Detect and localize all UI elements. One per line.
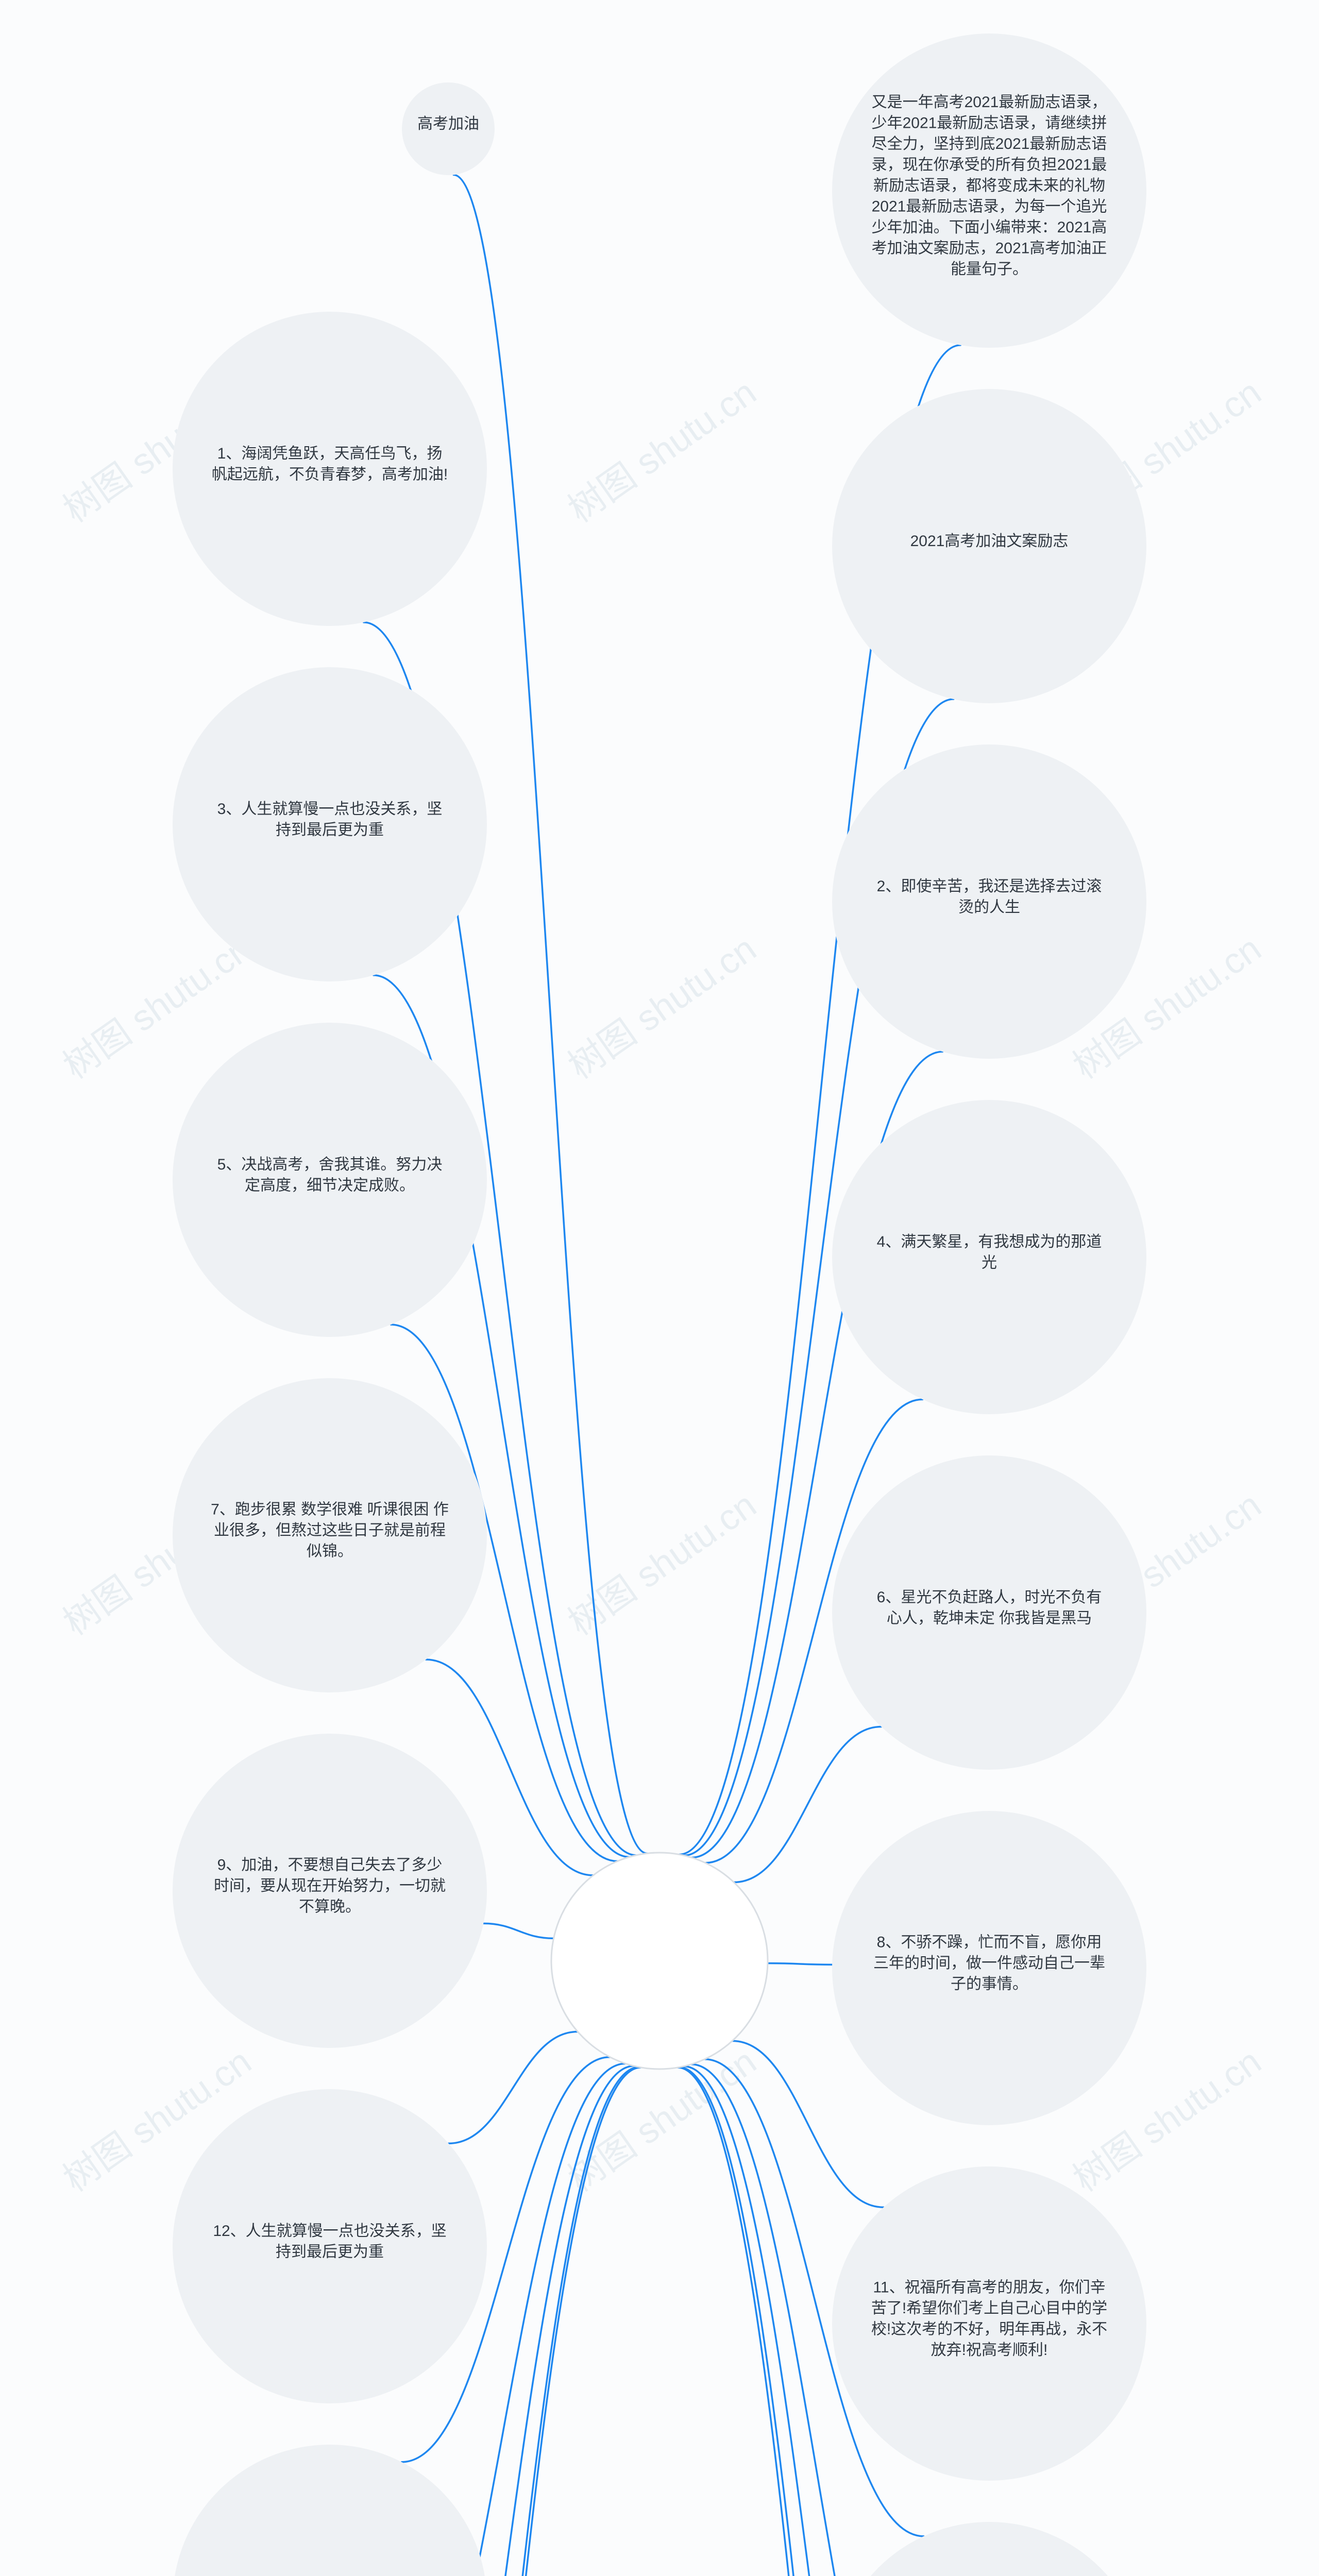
- node-top-small: 高考加油: [402, 82, 495, 175]
- node-top-small-label: 高考加油: [417, 115, 479, 132]
- node-left-5: 12、人生就算慢一点也没关系，坚持到最后更为重: [173, 2089, 487, 2403]
- node-left-2: 5、决战高考，舍我其谁。努力决定高度，细节决定成败。: [173, 1023, 487, 1337]
- node-right-1-label: 2021高考加油文案励志: [910, 533, 1069, 550]
- edge: [449, 2031, 578, 2143]
- node-left-3: 7、跑步很累 数学很难 听课很困 作业很多，但熬过这些日子就是前程似锦。: [173, 1378, 487, 1692]
- node-right-0-label: 又是一年高考2021最新励志语录，少年2021最新励志语录，请继续拼尽全力，坚持…: [872, 94, 1107, 278]
- node-right-6: 11、祝福所有高考的朋友，你们辛苦了!希望你们考上自己心目中的学校!这次考的不好…: [832, 2166, 1146, 2481]
- center-node: [551, 1853, 768, 2069]
- node-right-1: 2021高考加油文案励志: [832, 389, 1146, 703]
- node-right-0: 又是一年高考2021最新励志语录，少年2021最新励志语录，请继续拼尽全力，坚持…: [832, 33, 1146, 348]
- edge: [768, 1963, 832, 1965]
- edge: [483, 1923, 553, 1938]
- node-right-3: 4、满天繁星，有我想成为的那道光: [832, 1100, 1146, 1414]
- edge: [732, 2041, 884, 2207]
- edge: [734, 1726, 881, 1882]
- node-right-2: 2、即使辛苦，我还是选择去过滚烫的人生: [832, 744, 1146, 1059]
- node-left-1: 3、人生就算慢一点也没关系，坚持到最后更为重: [173, 667, 487, 981]
- node-left-0: 1、海阔凭鱼跃，天高任鸟飞，扬帆起远航，不负青春梦，高考加油!: [173, 312, 487, 626]
- node-right-5: 8、不骄不躁，忙而不盲，愿你用三年的时间，做一件感动自己一辈子的事情。: [832, 1811, 1146, 2125]
- edge: [453, 175, 647, 1853]
- node-left-6: 14、滚烫的青春骄傲的我们，还想做错不留遗憾一份!: [173, 2445, 487, 2576]
- node-left-4: 9、加油，不要想自己失去了多少时间，要从现在开始努力，一切就不算晚。: [173, 1734, 487, 2048]
- node-right-4: 6、星光不负赶路人，时光不负有心人，乾坤未定 你我皆是黑马: [832, 1455, 1146, 1770]
- mindmap-diagram: 高考加油 又是一年高考2021最新励志语录，少年2021最新励志语录，请继续拼尽全…: [0, 0, 1319, 2576]
- node-right-7: 13、没关系的都会过去的 人生几何，对酒当歌!: [832, 2522, 1146, 2576]
